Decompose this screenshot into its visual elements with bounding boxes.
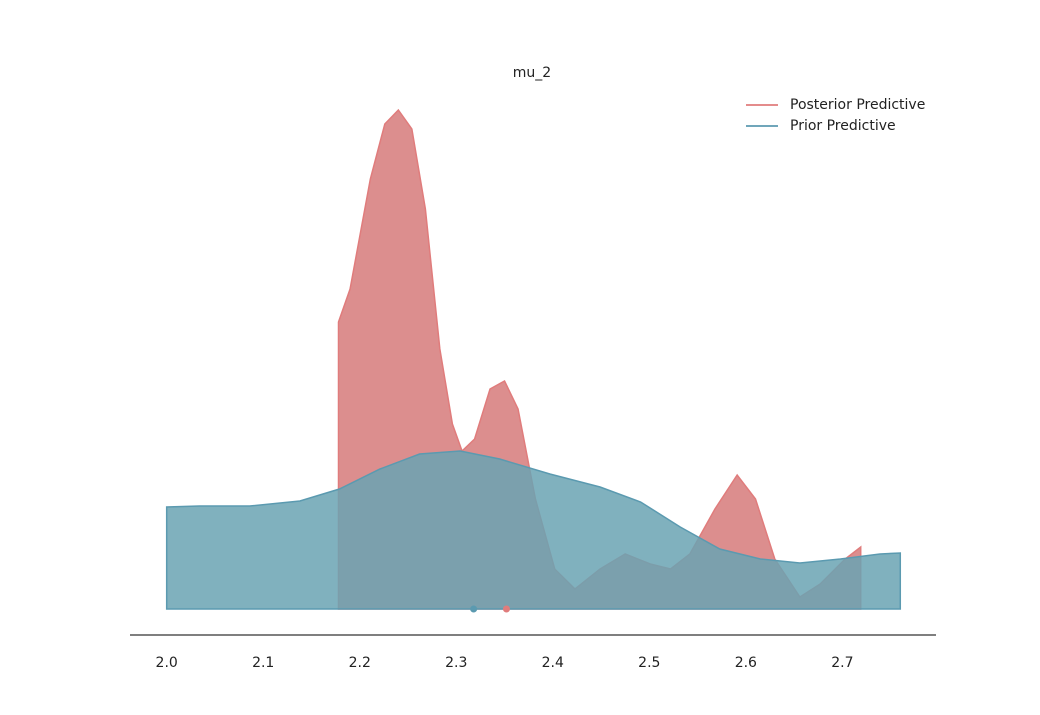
- chart-title: mu_2: [513, 65, 551, 81]
- x-tick-label: 2.1: [252, 655, 274, 671]
- x-tick-label: 2.5: [638, 655, 660, 671]
- mean-point: [470, 605, 478, 613]
- x-tick-label: 2.2: [349, 655, 371, 671]
- x-tick-label: 2.6: [735, 655, 757, 671]
- legend-label: Prior Predictive: [790, 118, 896, 134]
- density-area: [165, 450, 902, 610]
- mean-point: [502, 605, 510, 613]
- x-tick-label: 2.3: [445, 655, 467, 671]
- x-tick-label: 2.4: [542, 655, 564, 671]
- x-tick-label: 2.7: [831, 655, 853, 671]
- x-tick-label: 2.0: [156, 655, 178, 671]
- legend-label: Posterior Predictive: [790, 97, 925, 113]
